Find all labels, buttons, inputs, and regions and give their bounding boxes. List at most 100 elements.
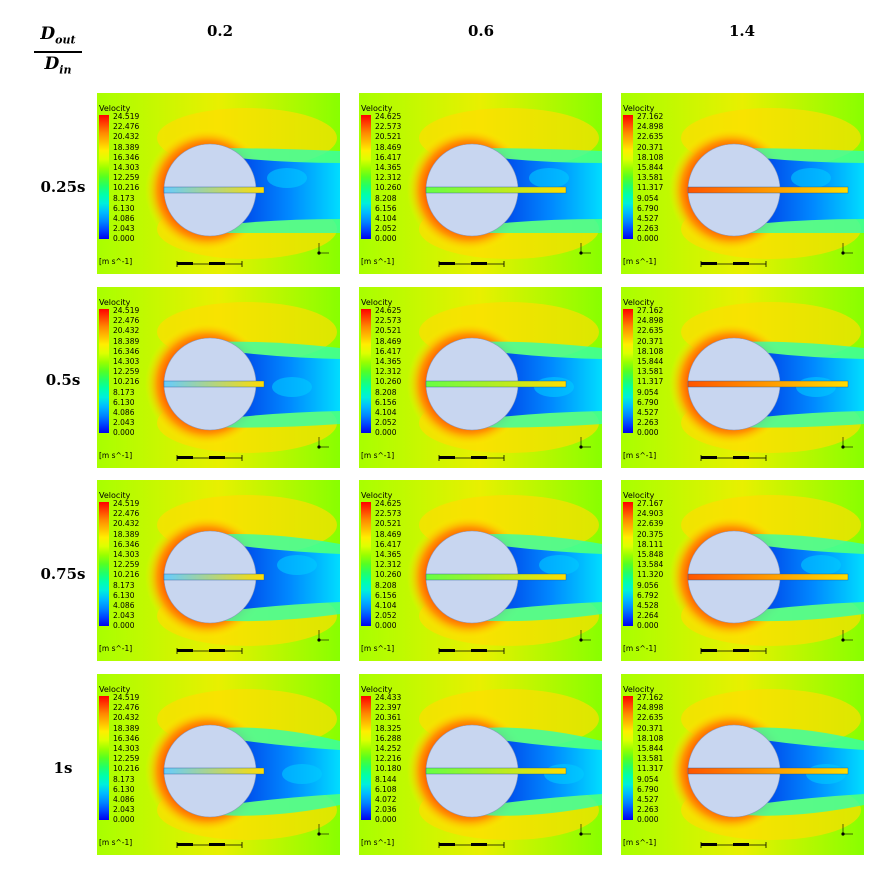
legend-value: 16.346 [113, 152, 140, 162]
colorbar [361, 696, 371, 820]
legend-value: 22.476 [113, 509, 140, 519]
legend-value: 8.144 [375, 774, 397, 784]
legend-value: 4.086 [113, 213, 135, 223]
colorbar [623, 502, 633, 626]
legend-value: 6.156 [375, 397, 397, 407]
legend-value: 12.312 [375, 560, 402, 570]
legend-value: 6.790 [637, 397, 659, 407]
legend-value: 18.469 [375, 142, 402, 152]
legend-value: 10.260 [375, 570, 402, 580]
legend-value: 4.528 [637, 600, 659, 610]
legend-unit: [m s^-1] [361, 257, 395, 266]
colorbar [99, 696, 109, 820]
legend-value: 16.346 [113, 346, 140, 356]
legend-value: 18.108 [637, 346, 664, 356]
legend-value: 22.476 [113, 703, 140, 713]
ratio-label: Dout Din [34, 24, 82, 81]
legend-value: 9.054 [637, 387, 659, 397]
legend-value: 4.104 [375, 213, 397, 223]
legend-unit: [m s^-1] [623, 838, 657, 847]
legend-value: 4.527 [637, 213, 659, 223]
legend-value: 6.790 [637, 784, 659, 794]
column-header-0.6: 0.6 [467, 22, 495, 40]
row-header-1s: 1s [53, 759, 73, 777]
legend-value: 4.086 [113, 407, 135, 417]
legend-value: 10.216 [113, 183, 140, 193]
legend-value: 12.216 [375, 754, 402, 764]
legend-value: 2.052 [375, 611, 397, 621]
legend-value: 0.000 [637, 234, 659, 244]
legend-title: Velocity [623, 104, 655, 113]
legend-value: 27.162 [637, 306, 664, 315]
legend-value: 18.469 [375, 529, 402, 539]
legend-value: 10.260 [375, 183, 402, 193]
row-header-0.25s: 0.25s [40, 178, 86, 196]
legend-value: 8.208 [375, 580, 397, 590]
legend-value: 24.898 [637, 703, 664, 713]
legend-value: 6.108 [375, 784, 397, 794]
legend-value: 8.173 [113, 193, 135, 203]
legend-value: 4.086 [113, 794, 135, 804]
legend-value: 18.389 [113, 336, 140, 346]
legend-value: 18.469 [375, 336, 402, 346]
legend-value: 2.043 [113, 224, 135, 234]
legend-value: 4.086 [113, 600, 135, 610]
contour-panel: Velocity 24.625 22.573 20.521 18.469 16.417 14… [359, 287, 602, 468]
legend-value: 2.052 [375, 224, 397, 234]
legend-value: 16.288 [375, 733, 402, 743]
legend-value: 27.162 [637, 693, 664, 702]
legend-value: 22.573 [375, 316, 402, 326]
legend-value: 10.260 [375, 377, 402, 387]
legend-value: 18.108 [637, 152, 664, 162]
legend-value: 20.361 [375, 713, 402, 723]
legend-value: 14.303 [113, 356, 140, 366]
legend-title: Velocity [623, 685, 655, 694]
legend-value: 9.054 [637, 193, 659, 203]
legend-value: 12.312 [375, 173, 402, 183]
legend-value: 6.130 [113, 590, 135, 600]
legend-value: 0.000 [637, 621, 659, 631]
legend-value: 22.573 [375, 122, 402, 132]
legend-value: 27.167 [637, 499, 664, 508]
colorbar [361, 309, 371, 433]
legend-value: 0.000 [113, 621, 135, 631]
legend-value: 12.259 [113, 367, 140, 377]
legend-value: 2.043 [113, 418, 135, 428]
legend-value: 16.417 [375, 346, 402, 356]
legend-value: 2.043 [113, 805, 135, 815]
colorbar [361, 115, 371, 239]
contour-panel: Velocity 24.519 22.476 20.432 18.389 16.346 14… [97, 287, 340, 468]
legend-value: 4.527 [637, 407, 659, 417]
legend-value: 13.584 [637, 560, 664, 570]
colorbar [99, 115, 109, 239]
legend-value: 4.072 [375, 794, 397, 804]
legend-value: 14.365 [375, 356, 402, 366]
legend-value: 16.417 [375, 152, 402, 162]
legend-value: 18.325 [375, 723, 402, 733]
legend-unit: [m s^-1] [623, 451, 657, 460]
legend-title: Velocity [623, 491, 655, 500]
legend-value: 12.259 [113, 754, 140, 764]
legend-value: 6.792 [637, 590, 659, 600]
legend-value: 22.639 [637, 519, 664, 529]
legend-value: 11.317 [637, 183, 664, 193]
legend-value: 14.365 [375, 549, 402, 559]
legend-value: 15.844 [637, 162, 664, 172]
legend-value: 11.320 [637, 570, 664, 580]
legend-value: 18.389 [113, 529, 140, 539]
legend-value: 10.216 [113, 570, 140, 580]
legend-value: 20.375 [637, 529, 664, 539]
legend-unit: [m s^-1] [99, 838, 133, 847]
contour-panel: Velocity 24.433 22.397 20.361 18.325 16.288 14… [359, 674, 602, 855]
legend-value: 20.521 [375, 132, 402, 142]
legend-title: Velocity [361, 491, 393, 500]
column-header-0.2: 0.2 [206, 22, 234, 40]
colorbar [99, 309, 109, 433]
legend-value: 22.635 [637, 326, 664, 336]
legend-value: 13.581 [637, 754, 664, 764]
legend-value: 13.581 [637, 173, 664, 183]
legend-value: 2.264 [637, 611, 659, 621]
legend-value: 24.519 [113, 693, 140, 702]
legend-value: 24.519 [113, 306, 140, 315]
legend-title: Velocity [99, 685, 131, 694]
